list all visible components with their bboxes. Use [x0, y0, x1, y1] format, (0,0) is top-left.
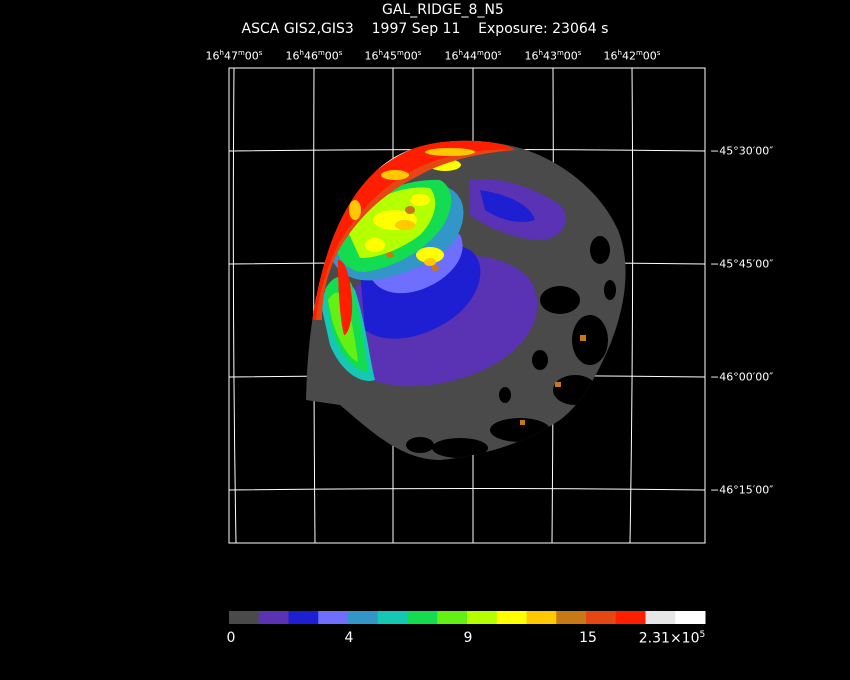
image-frame — [228, 67, 706, 544]
ra-tick-label: 16h45m00s — [364, 49, 422, 63]
colorbar-tick-label: 15 — [579, 630, 597, 646]
ra-tick-label: 16h44m00s — [444, 49, 502, 63]
colorbar-swatch — [437, 611, 468, 624]
instrument-name: ASCA GIS2,GIS3 — [241, 21, 354, 37]
colorbar-swatch — [467, 611, 498, 624]
colorbar-swatch — [258, 611, 289, 624]
colorbar-swatch — [377, 611, 408, 624]
ra-tick-label: 16h46m00s — [285, 49, 343, 63]
ra-tick-label: 16h42m00s — [603, 49, 661, 63]
exposure-time: Exposure: 23064 s — [478, 21, 609, 37]
colorbar-tick-label: 4 — [344, 630, 354, 646]
colorbar-swatch — [229, 611, 260, 624]
dec-tick-label: −45°30′00″ — [710, 144, 774, 158]
colorbar-swatch — [318, 611, 349, 624]
colorbar-swatch — [496, 611, 527, 624]
ra-tick-label: 16h43m00s — [524, 49, 582, 63]
dec-tick-label: −45°45′00″ — [710, 257, 774, 271]
dec-tick-label: −46°00′00″ — [710, 370, 774, 384]
colorbar-swatch — [288, 611, 319, 624]
colorbar-swatch — [407, 611, 438, 624]
colorbar-swatch — [615, 611, 646, 624]
colorbar-tick-label: 9 — [463, 630, 473, 646]
observation-info: ASCA GIS2,GIS3 1997 Sep 11 Exposure: 230… — [0, 21, 850, 37]
colorbar-max-label: 2.31×105 — [638, 630, 706, 647]
colorbar-swatch — [348, 611, 379, 624]
observation-date: 1997 Sep 11 — [371, 21, 461, 37]
target-name: GAL_RIDGE_8_N5 — [382, 2, 504, 18]
colorbar-swatch — [645, 611, 676, 624]
ra-tick-label: 16h47m00s — [205, 49, 263, 63]
colorbar-swatch — [586, 611, 617, 624]
color-scale-bar — [229, 611, 706, 624]
emission-map — [306, 140, 626, 460]
colorbar-swatch — [556, 611, 587, 624]
colorbar-swatch — [526, 611, 557, 624]
dec-tick-label: −46°15′00″ — [710, 483, 774, 497]
colorbar-swatch — [675, 611, 706, 624]
colorbar-tick-label: 0 — [226, 630, 236, 646]
